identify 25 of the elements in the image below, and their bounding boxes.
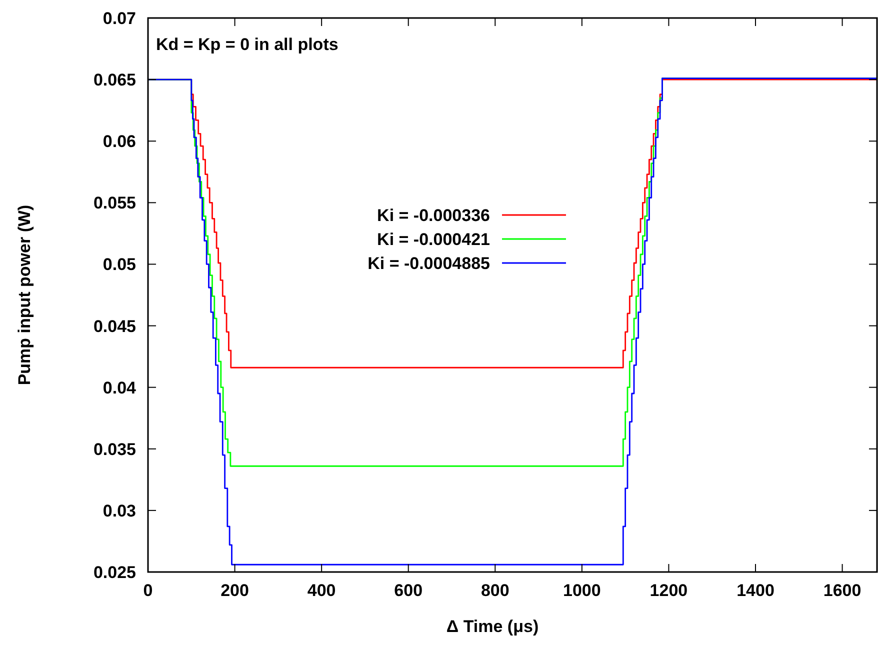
x-tick-label: 200	[220, 581, 249, 600]
x-tick-label: 600	[394, 581, 423, 600]
x-tick-label: 0	[143, 581, 153, 600]
y-tick-label: 0.06	[102, 132, 136, 152]
y-tick-label: 0.03	[102, 501, 136, 520]
y-tick-label: 0.055	[93, 194, 136, 213]
y-tick-label: 0.025	[93, 563, 136, 582]
legend-label: Ki = -0.000336	[377, 206, 490, 225]
y-tick-label: 0.04	[102, 378, 137, 398]
x-tick-label: 1400	[736, 581, 774, 600]
y-tick-label: 0.065	[93, 70, 136, 90]
y-axis-title: Pump input power (W)	[15, 204, 34, 386]
x-tick-label: 1000	[563, 581, 601, 600]
legend-label: Ki = -0.0004885	[368, 254, 490, 273]
x-tick-label: 1200	[650, 581, 688, 600]
y-tick-label: 0.035	[93, 440, 136, 459]
annotation: Kd = Kp = 0 in all plots	[156, 35, 338, 54]
x-axis-title: Δ Time (μs)	[446, 617, 539, 636]
x-tick-label: 1600	[823, 581, 862, 600]
y-tick-label: 0.045	[93, 316, 136, 336]
legend-label: Ki = -0.000421	[377, 230, 490, 249]
x-tick-label: 800	[480, 581, 510, 600]
x-tick-label: 400	[307, 581, 336, 600]
y-tick-label: 0.05	[102, 255, 136, 274]
y-tick-label: 0.07	[102, 9, 136, 28]
